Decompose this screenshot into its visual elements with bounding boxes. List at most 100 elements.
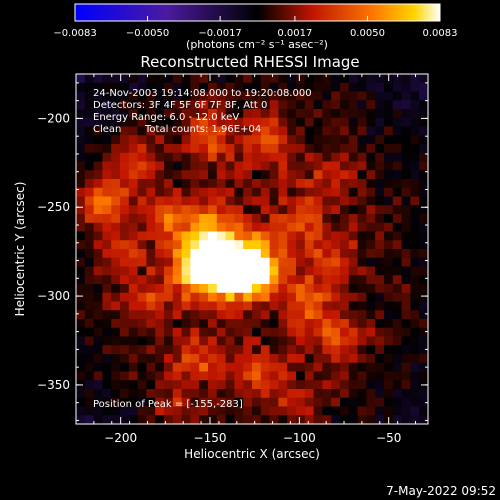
- heatmap-cell: [190, 397, 200, 408]
- heatmap-cell: [234, 301, 244, 311]
- heatmap-cell: [93, 214, 103, 224]
- heatmap-cell: [234, 82, 244, 93]
- heatmap-cell: [348, 257, 359, 268]
- heatmap-cell: [392, 152, 403, 163]
- heatmap-cell: [252, 310, 262, 320]
- heatmap-cell: [172, 135, 183, 145]
- heatmap-cell: [252, 179, 262, 189]
- heatmap-cell: [366, 249, 376, 259]
- heatmap-cell: [216, 187, 227, 198]
- heatmap-cell: [252, 135, 262, 145]
- heatmap-cell: [111, 336, 121, 346]
- heatmap-cell: [102, 109, 112, 119]
- heatmap-cell: [164, 249, 174, 259]
- heatmap-cell: [146, 135, 156, 145]
- heatmap-cell: [208, 74, 218, 84]
- heatmap-cell: [181, 371, 191, 381]
- heatmap-cell: [76, 301, 86, 311]
- heatmap-cell: [340, 144, 350, 154]
- heatmap-cell: [296, 284, 306, 294]
- heatmap-cell: [84, 406, 95, 416]
- heatmap-cell: [111, 301, 121, 311]
- heatmap-cell: [357, 214, 367, 224]
- heatmap-cell: [146, 371, 156, 381]
- heatmap-cell: [155, 362, 165, 373]
- heatmap-cell: [199, 397, 209, 408]
- heatmap-cell: [243, 257, 253, 268]
- heatmap-cell: [375, 336, 385, 346]
- heatmap-cell: [296, 362, 306, 373]
- heatmap-cell: [392, 222, 403, 233]
- heatmap-cell: [172, 389, 183, 399]
- heatmap-cell: [93, 231, 103, 241]
- heatmap-cell: [260, 205, 271, 215]
- heatmap-cell: [384, 91, 394, 101]
- heatmap-cell: [384, 266, 394, 276]
- heatmap-cell: [296, 91, 306, 101]
- heatmap-cell: [348, 371, 359, 381]
- heatmap-cell: [384, 345, 394, 355]
- heatmap-cell: [225, 266, 235, 276]
- heatmap-cell: [401, 397, 411, 408]
- heatmap-cell: [102, 187, 112, 198]
- heatmap-cell: [208, 240, 218, 250]
- heatmap-cell: [322, 301, 332, 311]
- heatmap-cell: [278, 249, 288, 259]
- heatmap-cell: [225, 389, 235, 399]
- heatmap-cell: [410, 327, 420, 338]
- heatmap-cell: [287, 406, 297, 416]
- heatmap-cell: [410, 179, 420, 189]
- heatmap-cell: [304, 135, 315, 145]
- heatmap-cell: [260, 109, 271, 119]
- heatmap-cell: [304, 397, 315, 408]
- colorbar-gradient: [74, 3, 441, 22]
- heatmap-cell: [164, 91, 174, 101]
- heatmap-cell: [243, 74, 253, 84]
- heatmap-cell: [331, 406, 341, 416]
- heatmap-cell: [102, 362, 112, 373]
- heatmap-cell: [340, 257, 350, 268]
- heatmap-cell: [278, 100, 288, 110]
- heatmap-cell: [137, 231, 147, 241]
- heatmap-cell: [252, 205, 262, 215]
- heatmap-cell: [384, 310, 394, 320]
- heatmap-cell: [199, 292, 209, 303]
- heatmap-cell: [269, 380, 279, 390]
- heatmap-cell: [260, 275, 271, 285]
- heatmap-cell: [419, 170, 429, 180]
- heatmap-cell: [384, 275, 394, 285]
- heatmap-cell: [401, 406, 411, 416]
- heatmap-cell: [164, 284, 174, 294]
- heatmap-cell: [208, 327, 218, 338]
- heatmap-cell: [146, 187, 156, 198]
- heatmap-cell: [375, 91, 385, 101]
- heatmap-cell: [199, 135, 209, 145]
- heatmap-cell: [357, 117, 367, 128]
- heatmap-cell: [190, 109, 200, 119]
- heatmap-cell: [111, 275, 121, 285]
- heatmap-cell: [366, 196, 376, 206]
- heatmap-cell: [208, 336, 218, 346]
- heatmap-cell: [278, 354, 288, 364]
- heatmap-cell: [137, 249, 147, 259]
- heatmap-cell: [102, 319, 112, 329]
- heatmap-cell: [313, 222, 323, 233]
- heatmap-cell: [384, 135, 394, 145]
- heatmap-cell: [340, 82, 350, 93]
- heatmap-cell: [172, 91, 183, 101]
- heatmap-cell: [401, 362, 411, 373]
- heatmap-cell: [340, 336, 350, 346]
- heatmap-cell: [357, 249, 367, 259]
- heatmap-cell: [366, 144, 376, 154]
- heatmap-cell: [120, 231, 130, 241]
- heatmap-cell: [243, 292, 253, 303]
- heatmap-cell: [111, 284, 121, 294]
- heatmap-cell: [313, 91, 323, 101]
- heatmap-cell: [172, 362, 183, 373]
- heatmap-cell: [208, 126, 218, 136]
- heatmap-cell: [234, 135, 244, 145]
- heatmap-cell: [93, 100, 103, 110]
- heatmap-cell: [331, 205, 341, 215]
- heatmap-cell: [287, 240, 297, 250]
- heatmap-cell: [120, 82, 130, 93]
